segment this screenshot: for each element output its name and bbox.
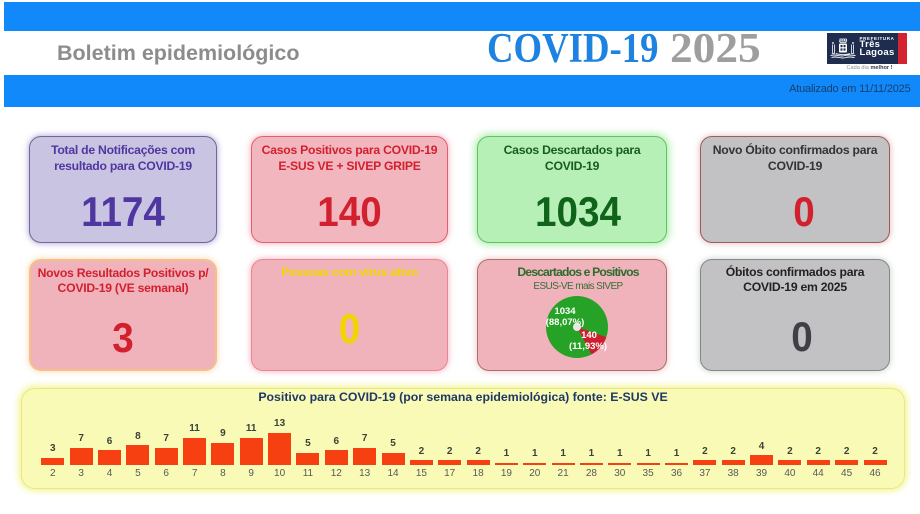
svg-text:(11,93%): (11,93%) (569, 341, 607, 352)
svg-text:140: 140 (581, 330, 597, 341)
svg-text:1034: 1034 (554, 306, 576, 317)
svg-text:(88,07%): (88,07%) (546, 317, 585, 328)
